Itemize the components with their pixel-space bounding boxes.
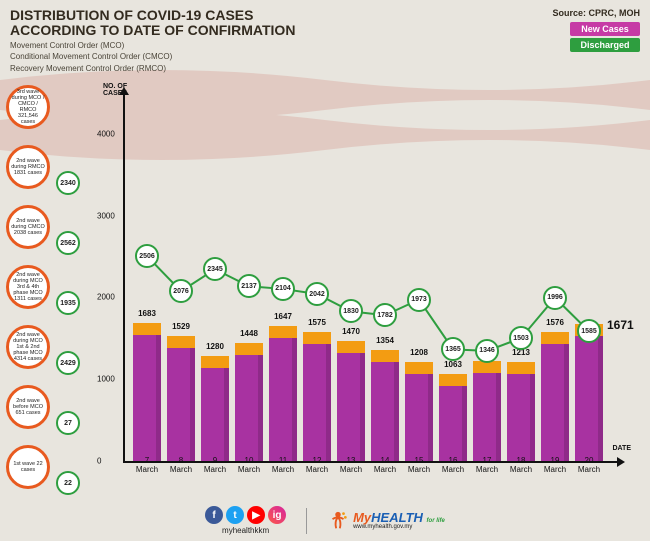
wave-badge: 2nd wave before MCO 651 cases27 — [6, 385, 78, 433]
bar-value-label: 1208 — [405, 348, 433, 357]
x-tick: 11March — [266, 457, 300, 475]
social-block: ft▶ig myhealthkkm — [205, 506, 286, 535]
instagram-icon[interactable]: ig — [268, 506, 286, 524]
x-axis-arrow — [617, 457, 625, 467]
x-tick: 7March — [130, 457, 164, 475]
twitter-icon[interactable]: t — [226, 506, 244, 524]
wave-circle-text: 3rd wave during MCO / CMCO / RMCO 321,54… — [6, 85, 50, 129]
bar: 1208 — [405, 362, 433, 461]
wave-circle-text: 2nd wave before MCO 651 cases — [6, 385, 50, 429]
wave-badge: 2nd wave during MCO 1st & 2nd phase MCO … — [6, 325, 78, 373]
x-axis-label: DATE — [612, 445, 631, 452]
legend: New Cases Discharged — [570, 22, 640, 54]
wave-badge: 2nd wave during CMCO 2038 cases2562 — [6, 205, 78, 253]
x-tick: 13March — [334, 457, 368, 475]
legend-discharged: Discharged — [570, 38, 640, 52]
x-tick: 8March — [164, 457, 198, 475]
y-tick: 4000 — [97, 129, 115, 138]
bar-value-label: 1354 — [371, 336, 399, 345]
myhealth-figure-icon — [327, 510, 349, 532]
wave-badge: 2nd wave during MCO 3rd & 4th phase MCO … — [6, 265, 78, 313]
social-handle: myhealthkkm — [222, 526, 269, 535]
bar: 1354 — [371, 350, 399, 461]
wave-badges-sidebar: 3rd wave during MCO / CMCO / RMCO 321,54… — [6, 85, 78, 505]
x-tick: 10March — [232, 457, 266, 475]
bar-value-label: 1063 — [439, 360, 467, 369]
subtitle-2: Conditional Movement Control Order (CMCO… — [10, 52, 295, 62]
bar: 1647 — [269, 326, 297, 461]
bar-value-label: 1647 — [269, 312, 297, 321]
bar: 1529 — [167, 336, 195, 461]
footer: ft▶ig myhealthkkm MyHEALTH for life www.… — [0, 506, 650, 535]
bar: 1063 — [439, 374, 467, 461]
bar: 1576 — [541, 332, 569, 461]
subtitle-1: Movement Control Order (MCO) — [10, 41, 295, 51]
x-tick: 19March — [538, 457, 572, 475]
myhealth-brand: MyHEALTH for life — [353, 511, 445, 524]
myhealth-logo-block: MyHEALTH for life www.myhealth.gov.my — [327, 510, 445, 532]
wave-bubble-value: 1935 — [56, 291, 80, 315]
wave-circle-text: 2nd wave during CMCO 2038 cases — [6, 205, 50, 249]
bar-value-label: 1575 — [303, 318, 331, 327]
bar-value-label: 1470 — [337, 327, 365, 336]
bar: 1448 — [235, 343, 263, 461]
wave-bubble-value: 2340 — [56, 171, 80, 195]
bar-value-label: 1576 — [541, 318, 569, 327]
bar: 1219 — [473, 361, 501, 461]
wave-bubble-value: 2562 — [56, 231, 80, 255]
y-tick: 0 — [97, 457, 101, 466]
x-tick: 14March — [368, 457, 402, 475]
bar-value-label: 1448 — [235, 329, 263, 338]
x-tick: 18March — [504, 457, 538, 475]
x-tick: 17March — [470, 457, 504, 475]
subtitle-3: Recovery Movement Control Order (RMCO) — [10, 64, 295, 74]
wave-badge: 2nd wave during RMCO 1831 cases2340 — [6, 145, 78, 193]
youtube-icon[interactable]: ▶ — [247, 506, 265, 524]
header: DISTRIBUTION OF COVID-19 CASES ACCORDING… — [10, 8, 295, 74]
title-line1: DISTRIBUTION OF COVID-19 CASES — [10, 8, 295, 23]
chart-area: NO. OFCASES DATE 01000200030004000 16831… — [85, 85, 625, 480]
bar-value-label: 1219 — [473, 347, 501, 356]
bar: 1213 — [507, 362, 535, 461]
x-tick: 20March — [572, 457, 606, 475]
x-tick: 9March — [198, 457, 232, 475]
wave-circle-text: 2nd wave during MCO 1st & 2nd phase MCO … — [6, 325, 50, 369]
final-bar-label: 1671 — [607, 318, 634, 332]
x-tick: 16March — [436, 457, 470, 475]
wave-badge: 3rd wave during MCO / CMCO / RMCO 321,54… — [6, 85, 78, 133]
legend-new-cases: New Cases — [570, 22, 640, 36]
wave-bubble-value: 2429 — [56, 351, 80, 375]
x-tick: 15March — [402, 457, 436, 475]
source-label: Source: CPRC, MOH — [552, 8, 640, 18]
bar-value-label: 1529 — [167, 322, 195, 331]
bar: 1280 — [201, 356, 229, 461]
bar: 1575 — [303, 332, 331, 461]
bar: 1470 — [337, 341, 365, 461]
myhealth-url: www.myhealth.gov.my — [353, 524, 445, 530]
bar-value-label: 1280 — [201, 342, 229, 351]
wave-bubble-value: 27 — [56, 411, 80, 435]
wave-circle-text: 2nd wave during RMCO 1831 cases — [6, 145, 50, 189]
y-tick: 2000 — [97, 293, 115, 302]
x-tick: 12March — [300, 457, 334, 475]
bar-value-label: 1683 — [133, 309, 161, 318]
bar: 1683 — [133, 323, 161, 461]
y-axis — [123, 93, 125, 463]
facebook-icon[interactable]: f — [205, 506, 223, 524]
wave-badge: 1st wave 22 cases22 — [6, 445, 78, 493]
bar — [575, 324, 603, 461]
wave-bubble-value: 22 — [56, 471, 80, 495]
bar-value-label: 1213 — [507, 348, 535, 357]
y-tick: 1000 — [97, 375, 115, 384]
wave-circle-text: 1st wave 22 cases — [6, 445, 50, 489]
y-tick: 3000 — [97, 211, 115, 220]
bars-container: 1683152912801448164715751470135412081063… — [133, 93, 613, 461]
title-line2: ACCORDING TO DATE OF CONFIRMATION — [10, 23, 295, 38]
wave-circle-text: 2nd wave during MCO 3rd & 4th phase MCO … — [6, 265, 50, 309]
footer-divider — [306, 508, 307, 534]
